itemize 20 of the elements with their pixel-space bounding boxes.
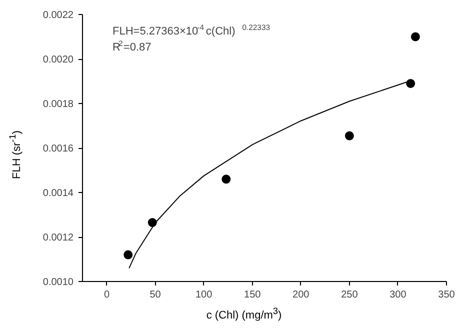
y-tick-label: 0.0012: [42, 232, 74, 244]
x-tick-label: 350: [438, 290, 456, 300]
x-tick-label: 100: [195, 290, 213, 300]
x-tick-label: 300: [390, 290, 407, 300]
point: [410, 32, 420, 42]
point: [344, 131, 354, 140]
y-tick-label: 0.0022: [42, 10, 74, 21]
x-tick-label: 150: [244, 290, 262, 300]
point: [222, 174, 231, 184]
y-tick-label: 0.0016: [42, 144, 74, 154]
y-tick-label: 0.0018: [42, 99, 74, 110]
point: [124, 250, 133, 260]
x-tick-label: 50: [150, 290, 162, 300]
x-tick-label: 0: [104, 290, 110, 300]
x-tick-label: 200: [292, 290, 310, 300]
y-tick-label: 0.0020: [42, 54, 74, 66]
x-axis-title: c (Chl) (mg/m$^{3}$): [206, 305, 282, 324]
y-tick-label: 0.0014: [42, 188, 74, 199]
x-tick-label: 250: [341, 290, 358, 300]
y-tick-label: 0.0010: [42, 277, 74, 288]
